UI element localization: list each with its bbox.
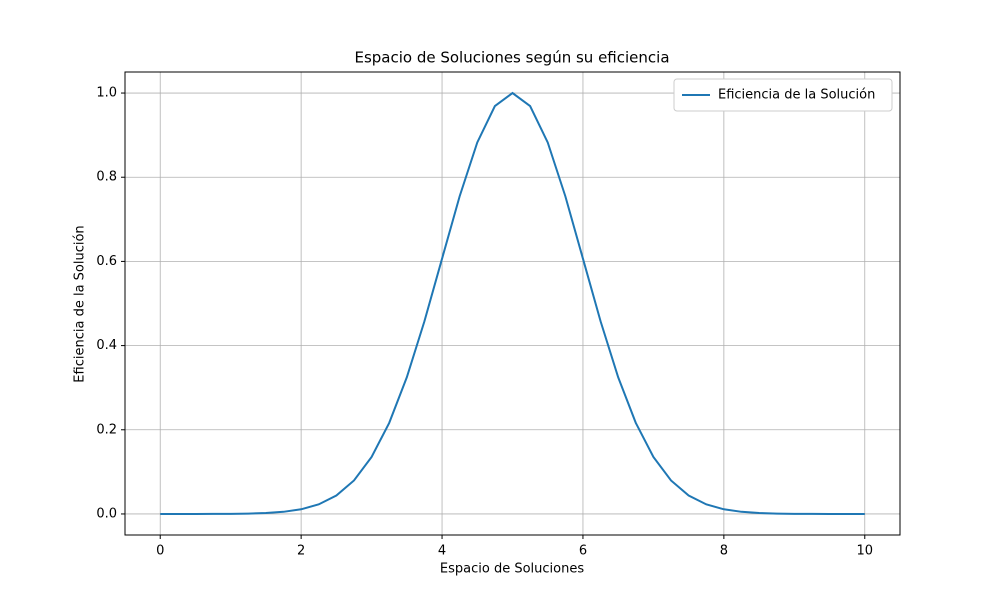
- chart-title: Espacio de Soluciones según su eficienci…: [354, 49, 669, 67]
- legend-box: [673, 78, 893, 112]
- y-tick-label: 0.4: [96, 338, 117, 353]
- y-axis-label: Eficiencia de la Solución: [73, 225, 88, 382]
- y-tick-label: 0.8: [96, 170, 117, 185]
- x-tick-label: 4: [438, 544, 446, 559]
- legend-label: Eficiencia de la Solución: [718, 88, 875, 103]
- line-series: [160, 91, 865, 515]
- y-tick-label: 0.0: [96, 506, 117, 521]
- x-tick-label: 0: [156, 544, 164, 559]
- x-tick-label: 2: [297, 544, 305, 559]
- x-tick-label: 8: [720, 544, 728, 559]
- x-tick-label: 10: [856, 544, 873, 559]
- plot-frame: [124, 71, 901, 536]
- y-tick-label: 0.6: [96, 254, 117, 269]
- y-tick-label: 1.0: [96, 86, 117, 101]
- x-tick-label: 6: [579, 544, 587, 559]
- y-tick-label: 0.2: [96, 422, 117, 437]
- x-axis-label: Espacio de Soluciones: [440, 562, 584, 577]
